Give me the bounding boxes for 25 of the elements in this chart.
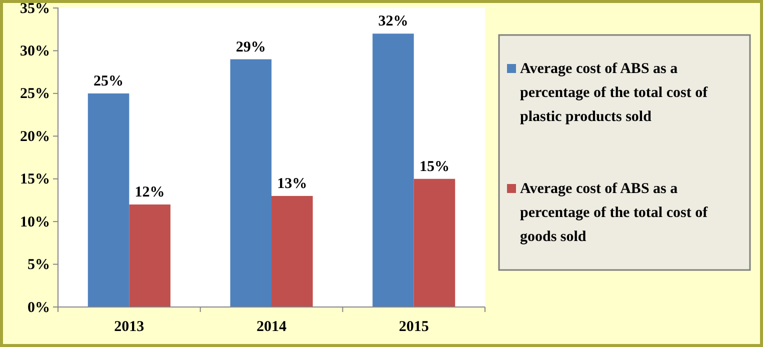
- y-tick-label: 30%: [20, 44, 50, 60]
- y-tick-label: 35%: [20, 0, 50, 17]
- data-label: 13%: [277, 176, 308, 192]
- y-tick-label: 25%: [20, 86, 50, 102]
- x-tick-label: 2013: [114, 319, 144, 335]
- bar: [414, 178, 456, 307]
- y-tick-label: 20%: [20, 128, 50, 145]
- y-tick-label: 5%: [28, 257, 50, 274]
- x-tick-label: 2015: [398, 319, 429, 335]
- data-label: 25%: [94, 73, 124, 90]
- x-tick-label: 2014: [256, 319, 287, 335]
- legend-label: Average cost of ABS as a percentage of the total cost of goods sold: [520, 181, 709, 245]
- data-label: 15%: [419, 158, 450, 175]
- bar: [88, 93, 130, 307]
- y-tick-label: 10%: [20, 214, 50, 230]
- bar: [272, 196, 313, 307]
- y-tick-label: 15%: [20, 172, 50, 188]
- bar: [129, 204, 170, 307]
- y-tick-label: 0%: [28, 300, 50, 316]
- legend-label: Average cost of ABS as a percentage of the total cost of plastic products sold: [520, 61, 709, 125]
- data-label: 12%: [134, 184, 165, 200]
- data-label: 29%: [236, 39, 266, 56]
- bar: [230, 59, 272, 307]
- data-label: 32%: [378, 14, 408, 30]
- bar: [372, 34, 414, 307]
